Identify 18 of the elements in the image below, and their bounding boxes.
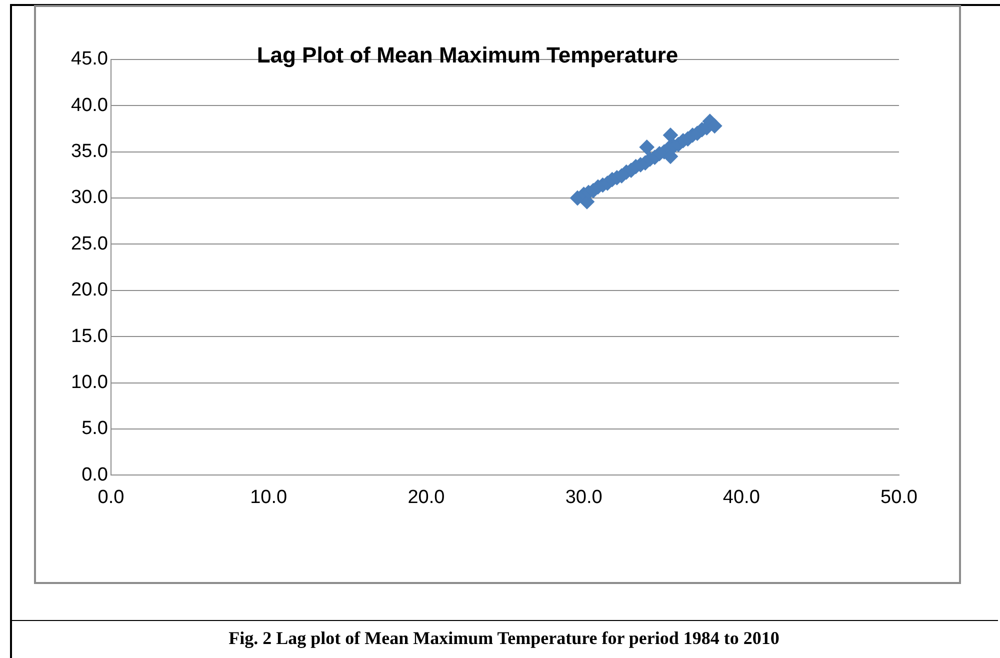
- y-tick-label: 0.0: [82, 464, 108, 486]
- x-tick-label: 50.0: [880, 486, 918, 508]
- x-tick-label: 0.0: [98, 486, 124, 508]
- y-tick-label: 40.0: [71, 94, 108, 116]
- y-tick-label: 45.0: [71, 48, 108, 70]
- chart-title: Lag Plot of Mean Maximum Temperature: [256, 42, 678, 68]
- x-tick-label: 20.0: [408, 486, 445, 508]
- y-tick-label: 25.0: [71, 233, 108, 254]
- y-tick-label: 5.0: [82, 418, 108, 440]
- x-tick-label: 30.0: [565, 486, 602, 508]
- x-tick-label: 10.0: [250, 486, 288, 508]
- y-tick-label: 15.0: [71, 326, 108, 347]
- y-tick-label: 10.0: [71, 372, 108, 394]
- caption: Fig. 2 Lag plot of Mean Maximum Temperature for period 1984 to 2010: [228, 628, 780, 649]
- y-tick-label: 20.0: [71, 280, 108, 301]
- y-tick-label: 30.0: [71, 187, 108, 208]
- x-tick-label: 40.0: [722, 486, 760, 508]
- y-tick-label: 35.0: [71, 141, 108, 162]
